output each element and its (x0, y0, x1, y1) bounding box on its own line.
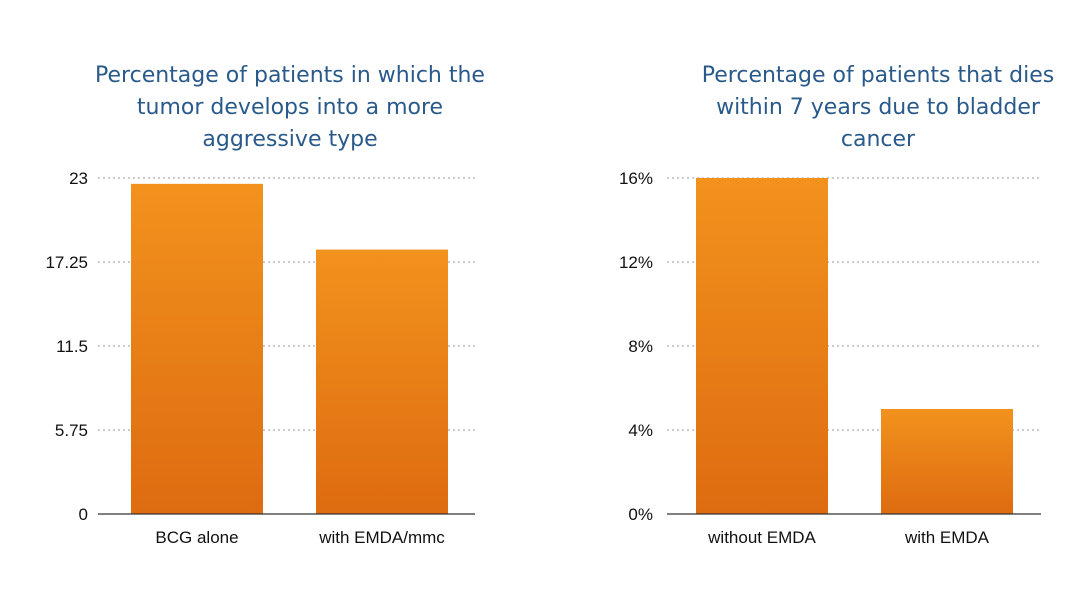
y-tick-label: 0% (628, 505, 653, 524)
bar-without-emda (696, 178, 828, 514)
y-tick-label: 16% (619, 169, 653, 188)
bar-chart-mortality: 0% 4% 8% 12% 16% without EMDA with EMDA (619, 169, 1041, 547)
y-tick-label: 5.75 (55, 421, 88, 440)
y-tick-label: 23 (69, 169, 88, 188)
bar-with-emda-mmc (316, 249, 448, 514)
x-category-label: with EMDA (904, 528, 990, 547)
y-tick-label: 17.25 (45, 253, 88, 272)
chart-panel-mortality: Percentage of patients that dies within … (538, 0, 1077, 609)
chart-panel-aggressive-tumor: Percentage of patients in which the tumo… (0, 0, 538, 609)
y-tick-label: 8% (628, 337, 653, 356)
y-tick-label: 11.5 (56, 337, 88, 356)
chart-title: Percentage of patients in which the tumo… (95, 63, 485, 152)
bar-bcg-alone (131, 183, 263, 514)
bar-chart-aggressive-tumor: 0 5.75 11.5 17.25 23 BCG alone with EMDA/mmc (45, 169, 475, 547)
y-tick-label: 4% (628, 421, 653, 440)
x-category-label: with EMDA/mmc (318, 528, 445, 547)
chart-title: Percentage of patients that dies within … (701, 63, 1055, 152)
x-category-label: BCG alone (155, 528, 238, 547)
bar-with-emda (881, 409, 1013, 514)
x-category-label: without EMDA (707, 528, 816, 547)
y-tick-label: 0 (79, 505, 88, 524)
y-tick-label: 12% (619, 253, 653, 272)
